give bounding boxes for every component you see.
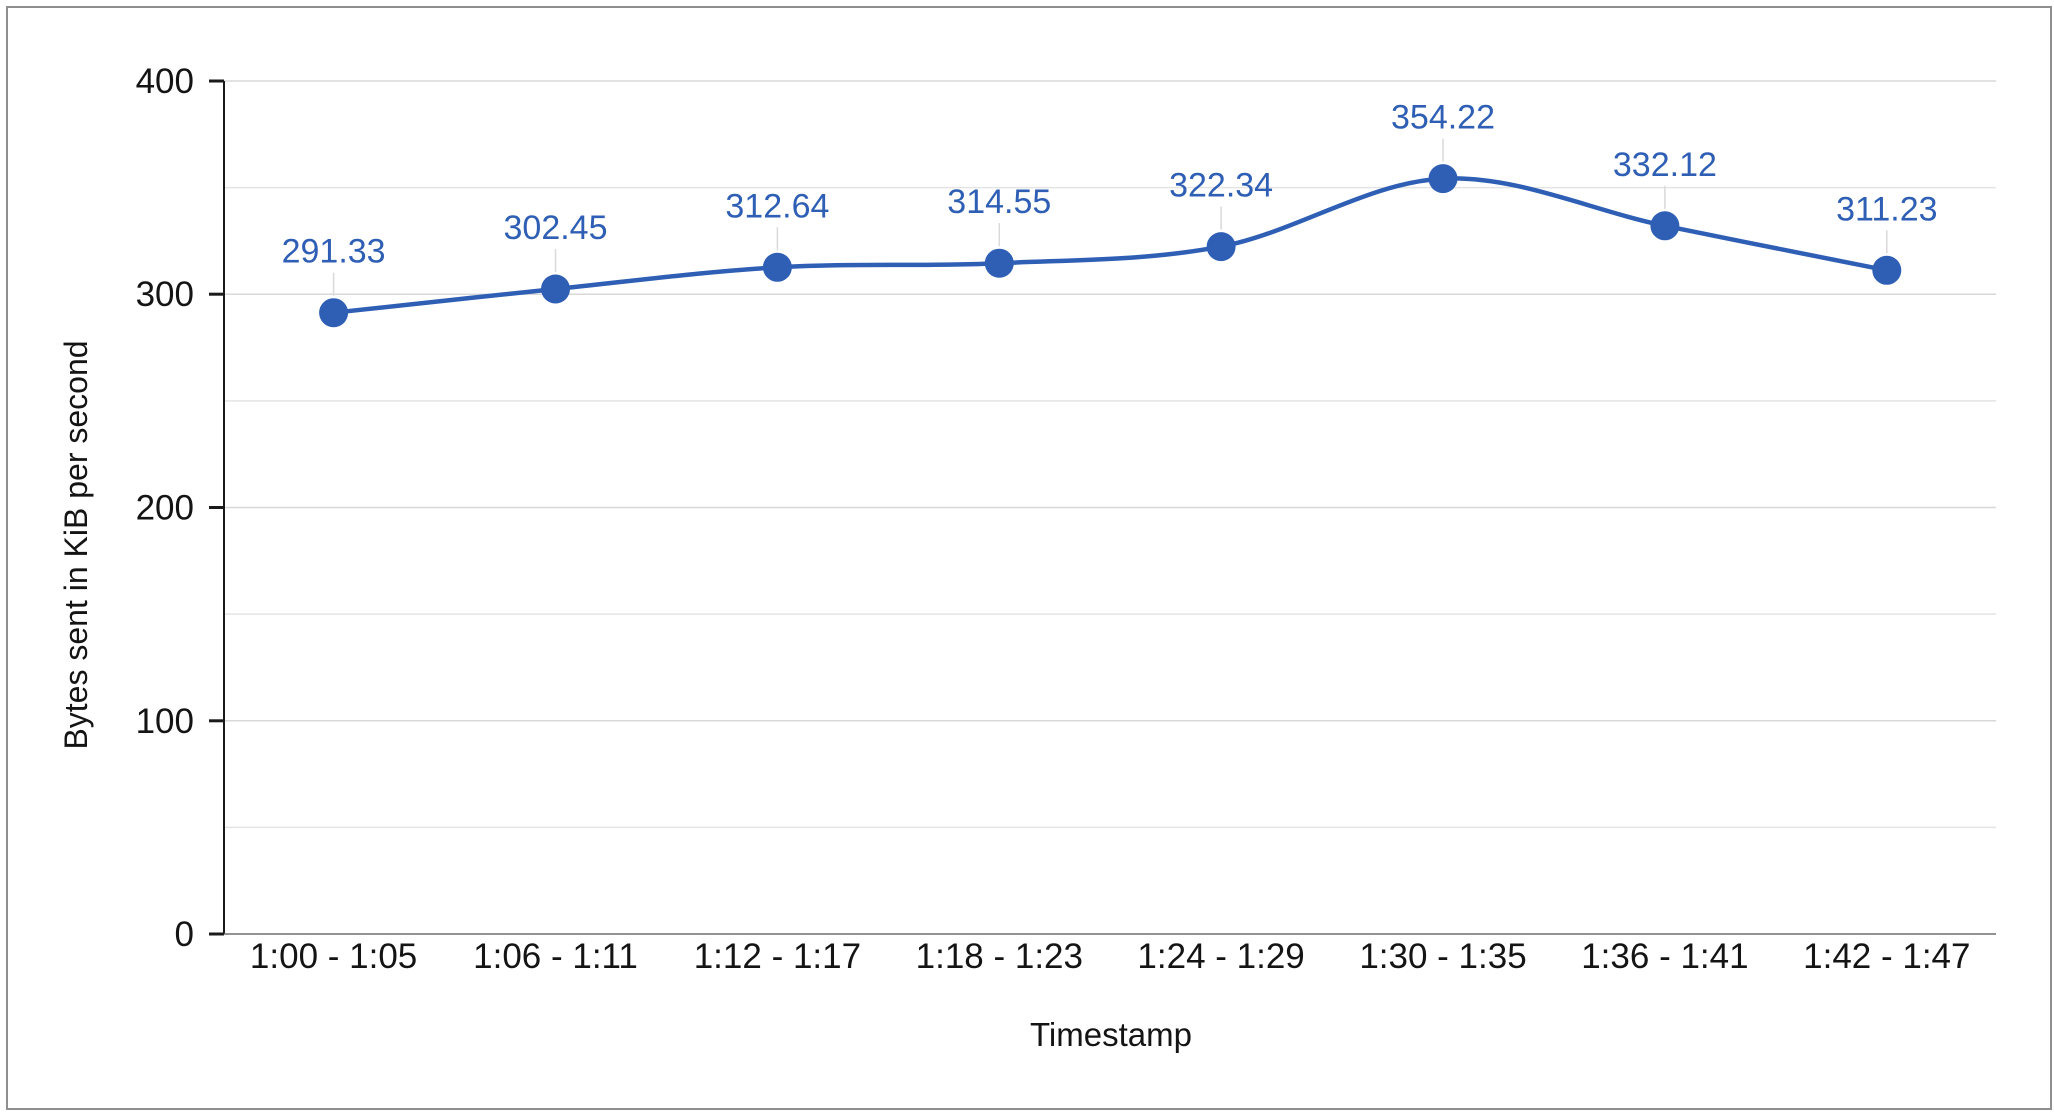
svg-text:291.33: 291.33 (282, 233, 386, 271)
svg-text:302.45: 302.45 (504, 209, 608, 247)
svg-text:311.23: 311.23 (1836, 190, 1937, 228)
svg-text:1:24 - 1:29: 1:24 - 1:29 (1137, 937, 1304, 976)
svg-text:1:18 - 1:23: 1:18 - 1:23 (916, 937, 1083, 976)
svg-text:314.55: 314.55 (947, 183, 1051, 221)
svg-text:1:36 - 1:41: 1:36 - 1:41 (1581, 937, 1748, 976)
svg-text:300: 300 (136, 275, 194, 314)
svg-text:400: 400 (136, 62, 194, 101)
svg-text:332.12: 332.12 (1613, 146, 1717, 184)
svg-text:Timestamp: Timestamp (1030, 1016, 1192, 1053)
svg-text:1:00 - 1:05: 1:00 - 1:05 (250, 937, 417, 976)
svg-text:354.22: 354.22 (1391, 99, 1495, 137)
svg-text:0: 0 (175, 915, 194, 954)
svg-text:100: 100 (136, 702, 194, 741)
svg-text:1:42 - 1:47: 1:42 - 1:47 (1803, 937, 1970, 976)
svg-text:200: 200 (136, 489, 194, 528)
svg-text:Bytes sent in KiB per second: Bytes sent in KiB per second (58, 340, 94, 749)
svg-text:1:06 - 1:11: 1:06 - 1:11 (473, 937, 638, 976)
svg-text:1:30 - 1:35: 1:30 - 1:35 (1359, 937, 1526, 976)
svg-text:322.34: 322.34 (1169, 167, 1273, 205)
svg-text:312.64: 312.64 (725, 187, 829, 225)
svg-text:1:12 - 1:17: 1:12 - 1:17 (694, 937, 861, 976)
